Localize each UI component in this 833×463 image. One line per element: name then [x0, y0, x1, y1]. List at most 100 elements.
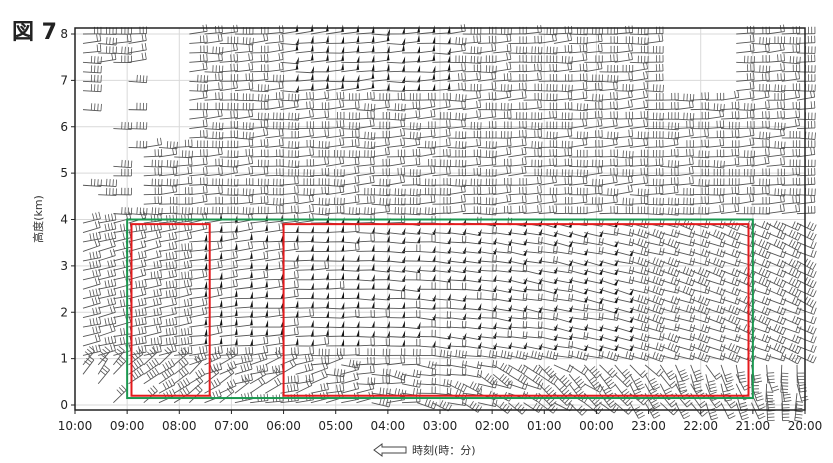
wind-barb — [720, 342, 741, 354]
wind-barb — [371, 254, 390, 263]
wind-barb — [583, 364, 602, 379]
wind-barb — [143, 278, 162, 290]
wind-barb — [751, 343, 772, 353]
wind-barb — [356, 274, 375, 282]
wind-barb — [690, 196, 710, 205]
wind-barb — [219, 318, 238, 328]
wind-barb — [204, 196, 223, 205]
wind-barb — [751, 220, 772, 231]
wind-barb — [341, 254, 360, 262]
wind-barb — [447, 194, 466, 205]
wind-barb — [82, 231, 102, 243]
wind-barb — [204, 309, 223, 319]
wind-barb — [310, 356, 330, 366]
wind-barb — [417, 282, 436, 290]
wind-barb — [675, 276, 696, 287]
wind-barb — [386, 355, 406, 366]
wind-barb — [219, 289, 238, 300]
wind-barb — [386, 348, 406, 356]
wind-barb — [326, 254, 345, 262]
wind-barb — [766, 305, 787, 316]
wind-barb — [371, 244, 390, 253]
wind-barb — [584, 197, 603, 205]
wind-barb — [234, 373, 253, 385]
wind-barb — [644, 364, 664, 377]
wind-barb — [250, 186, 269, 196]
wind-barb — [660, 257, 680, 268]
wind-barb — [569, 237, 589, 245]
wind-barb — [447, 349, 467, 359]
wind-barb — [644, 351, 665, 363]
wind-barb — [736, 34, 755, 44]
wind-barb — [401, 379, 422, 388]
wind-barb — [614, 184, 633, 196]
wind-barb — [629, 351, 650, 361]
wind-barb — [599, 334, 619, 342]
wind-barb — [508, 373, 528, 385]
wind-barb — [417, 254, 436, 263]
wind-barb — [189, 35, 208, 44]
wind-barb — [402, 45, 421, 54]
wind-barb — [736, 324, 756, 336]
wind-barb — [569, 303, 589, 312]
wind-barb — [158, 367, 175, 385]
wind-barb — [326, 262, 345, 271]
wind-barb — [341, 329, 360, 337]
wind-barb — [326, 234, 345, 243]
wind-barb — [614, 306, 634, 314]
wind-barb — [477, 350, 498, 359]
wind-barb — [523, 293, 543, 302]
wind-barb — [310, 328, 329, 337]
wind-barb — [660, 266, 680, 278]
wind-barb — [310, 235, 330, 243]
wind-barb — [675, 304, 696, 314]
wind-barb — [386, 291, 406, 300]
wind-barb — [568, 374, 587, 389]
wind-barb — [326, 374, 345, 385]
wind-barb — [629, 313, 650, 324]
wind-barb — [250, 345, 269, 356]
wind-barb — [310, 207, 330, 216]
wind-barb — [326, 224, 345, 233]
wind-barb — [508, 304, 528, 313]
wind-barb — [432, 99, 451, 111]
wind-barb — [432, 349, 452, 359]
y-axis-ticks: 0 1 2 3 4 5 6 7 8 — [60, 27, 75, 412]
wind-barb — [477, 247, 497, 255]
wind-barb — [660, 304, 680, 314]
wind-barb — [614, 315, 634, 324]
x-tick-label: 06:00 — [266, 419, 301, 433]
wind-barb — [796, 344, 817, 353]
wind-barb — [143, 239, 162, 252]
wind-barb — [174, 271, 193, 281]
wind-barb — [219, 279, 238, 290]
wind-barb — [371, 330, 390, 338]
wind-barb — [234, 346, 254, 356]
wind-barb — [538, 312, 558, 321]
wind-barb — [98, 287, 117, 300]
wind-barb — [356, 25, 375, 35]
wind-barb — [356, 348, 375, 356]
wind-barb — [583, 374, 601, 390]
wind-barb — [189, 375, 204, 394]
wind-barb — [796, 249, 817, 258]
wind-barb — [158, 378, 176, 394]
wind-barb — [417, 36, 436, 44]
wind-barb — [219, 349, 236, 366]
wind-barb — [538, 286, 558, 295]
wind-barb — [751, 286, 772, 296]
wind-barb — [265, 279, 284, 290]
wind-barb — [295, 328, 314, 337]
wind-barb — [234, 327, 253, 337]
wind-barb — [599, 312, 619, 321]
wind-barb — [614, 228, 635, 237]
wind-barb — [508, 186, 527, 196]
wind-barb — [265, 377, 282, 394]
wind-barb — [553, 230, 574, 238]
wind-barb — [250, 270, 269, 281]
wind-barb — [310, 261, 330, 271]
wind-barb — [250, 336, 269, 347]
wind-barb — [219, 196, 239, 205]
wind-barb — [614, 249, 634, 257]
wind-barb — [341, 195, 360, 205]
